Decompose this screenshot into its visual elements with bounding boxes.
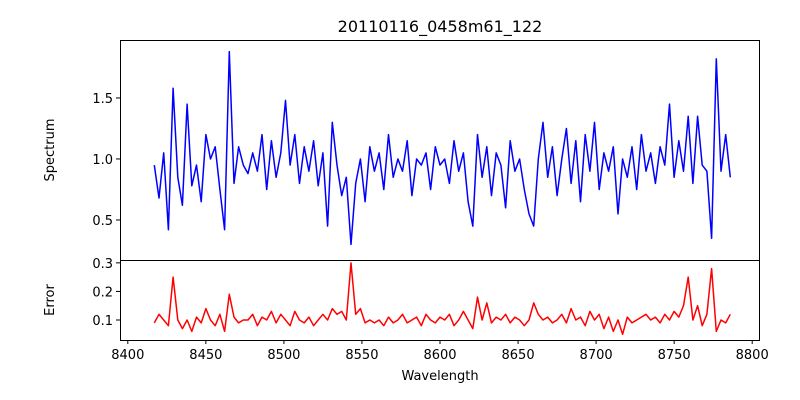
- error-ytick-label: 0.3: [92, 257, 113, 272]
- spectrum-ylabel: Spectrum: [43, 119, 58, 182]
- spectrum-ytick-label: 1.5: [92, 92, 113, 107]
- spectrum-series-line: [153, 50, 732, 246]
- xtick-label: 8400: [111, 348, 144, 363]
- x-axis-label: Wavelength: [401, 369, 478, 384]
- xtick-label: 8500: [267, 348, 300, 363]
- xtick-label: 8650: [502, 348, 535, 363]
- error-series-line: [153, 262, 731, 336]
- error-panel: 0.1 0.2 0.3 8400 8450 8500 8550 8600 8650 8700 875…: [92, 257, 768, 363]
- xtick-label: 8450: [189, 348, 222, 363]
- spectrum-ytick-label: 0.5: [92, 214, 113, 229]
- xtick-label: 8600: [423, 348, 456, 363]
- spectrum-ytick-label: 1.0: [92, 153, 113, 168]
- chart-title: 20110116_0458m61_122: [338, 17, 543, 37]
- xtick-label: 8550: [345, 348, 378, 363]
- error-ytick-label: 0.1: [92, 314, 113, 329]
- error-axes-frame: [120, 260, 760, 341]
- xtick-label: 8750: [658, 348, 691, 363]
- spectrum-panel: 0.5 1.0 1.5: [92, 50, 732, 246]
- error-ytick-label: 0.2: [92, 285, 113, 300]
- xtick-label: 8700: [580, 348, 613, 363]
- error-ylabel: Error: [43, 284, 58, 316]
- xtick-label: 8800: [736, 348, 769, 363]
